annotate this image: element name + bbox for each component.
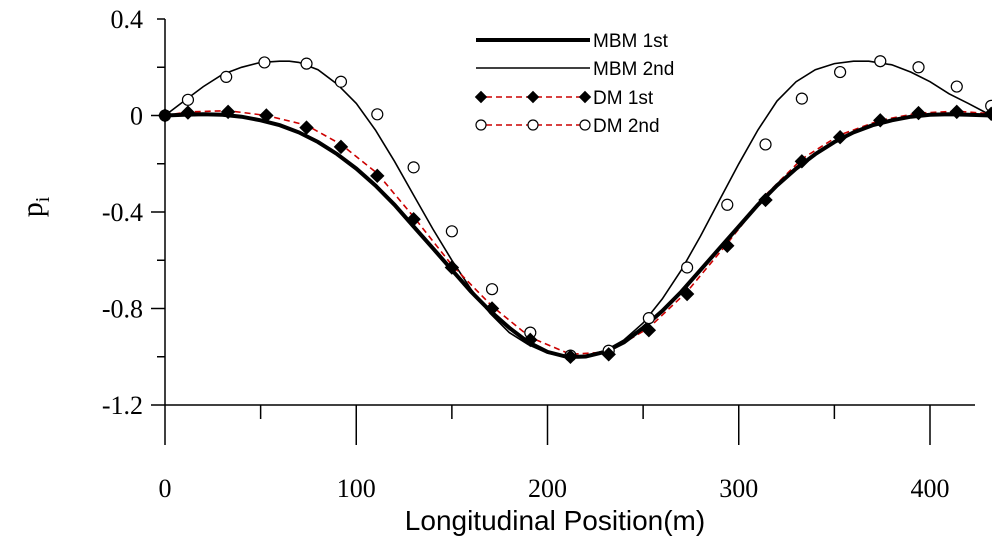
data-point-dm-2nd: [795, 92, 808, 105]
data-point-dm-2nd: [721, 198, 734, 211]
data-point-dm-2nd: [258, 56, 271, 69]
data-point-dm-1st: [563, 349, 578, 364]
data-point-dm-1st: [259, 108, 274, 123]
data-point-dm-2nd: [371, 108, 384, 121]
data-point-dm-2nd: [912, 61, 925, 74]
x-tick-label: 400: [911, 474, 950, 503]
data-point-dm-2nd: [759, 138, 772, 151]
data-point-dm-2nd: [407, 161, 420, 174]
data-point-dm-2nd: [181, 93, 195, 106]
x-tick-label: 300: [719, 474, 758, 503]
data-point-dm-2nd: [642, 312, 655, 325]
legend-label: DM 1st: [593, 88, 654, 109]
x-tick-label: 200: [528, 474, 567, 503]
data-point-dm-2nd: [485, 283, 499, 296]
legend-label: DM 2nd: [593, 116, 660, 137]
y-tick-label: -0.4: [102, 198, 143, 227]
data-point-dm-1st: [641, 323, 657, 338]
series-line-mbm-1st: [164, 112, 992, 359]
y-tick-label: 0.4: [111, 5, 144, 34]
data-point-dm-1st: [180, 105, 196, 120]
legend-marker-dm-2nd: [579, 119, 591, 131]
y-axis-title: pi: [16, 196, 54, 217]
data-point-dm-1st: [720, 238, 735, 253]
legend-marker-dm-1st: [578, 90, 592, 104]
data-point-dm-1st: [484, 301, 500, 316]
data-point-dm-1st: [758, 192, 773, 208]
data-point-dm-1st: [406, 212, 421, 227]
legend-marker-dm-1st: [474, 90, 488, 104]
series-line-dm-1st: [164, 109, 992, 356]
y-axis-title-subscript: i: [32, 196, 54, 202]
x-axis-title: Longitudinal Position(m): [405, 505, 705, 536]
data-point-dm-2nd: [834, 65, 847, 79]
data-point-dm-2nd: [445, 225, 458, 238]
y-tick-label: -0.8: [102, 295, 143, 324]
data-point-dm-1st: [220, 104, 236, 120]
data-point-dm-2nd: [874, 55, 887, 68]
data-point-dm-1st: [370, 168, 385, 184]
data-point-dm-1st: [911, 105, 926, 121]
data-point-dm-1st: [333, 139, 349, 155]
axes: 0.4 0 -0.4 -0.8 -1.2 0 100 200 300 400: [102, 5, 975, 503]
data-point-dm-1st: [794, 154, 810, 169]
legend: MBM 1st MBM 2nd DM 1st DM 2nd: [474, 31, 674, 137]
legend-marker-dm-2nd: [527, 119, 539, 131]
data-point-dm-1st: [299, 120, 314, 135]
data-point-dm-2nd: [334, 75, 348, 88]
y-axis-title-main: p: [16, 202, 49, 217]
data-point-dm-1st: [601, 347, 616, 362]
y-tick-label: 0: [130, 102, 143, 131]
data-point-dm-1st: [983, 106, 992, 122]
data-point-dm-1st: [832, 130, 848, 145]
data-point-dm-1st: [949, 104, 964, 120]
data-point-dm-2nd: [300, 57, 313, 70]
legend-marker-dm-1st: [526, 90, 540, 104]
data-point-dm-1st: [444, 260, 460, 275]
data-point-dm-2nd: [950, 80, 963, 93]
legend-marker-dm-2nd: [475, 119, 487, 131]
legend-label: MBM 2nd: [593, 59, 674, 80]
data-point-dm-1st: [523, 332, 538, 348]
y-tick-label: -1.2: [102, 391, 143, 420]
legend-label: MBM 1st: [593, 31, 669, 52]
data-point-dm-1st: [873, 113, 888, 128]
data-point-dm-1st: [679, 286, 695, 302]
data-point-dm-2nd: [681, 261, 694, 274]
x-tick-label: 100: [337, 474, 376, 503]
plot-area: [157, 55, 992, 364]
series-line-mbm-2nd: [164, 60, 992, 358]
data-point-dm-2nd: [220, 70, 233, 84]
svg-text:pi: pi: [16, 196, 54, 217]
x-tick-label: 0: [159, 474, 172, 503]
